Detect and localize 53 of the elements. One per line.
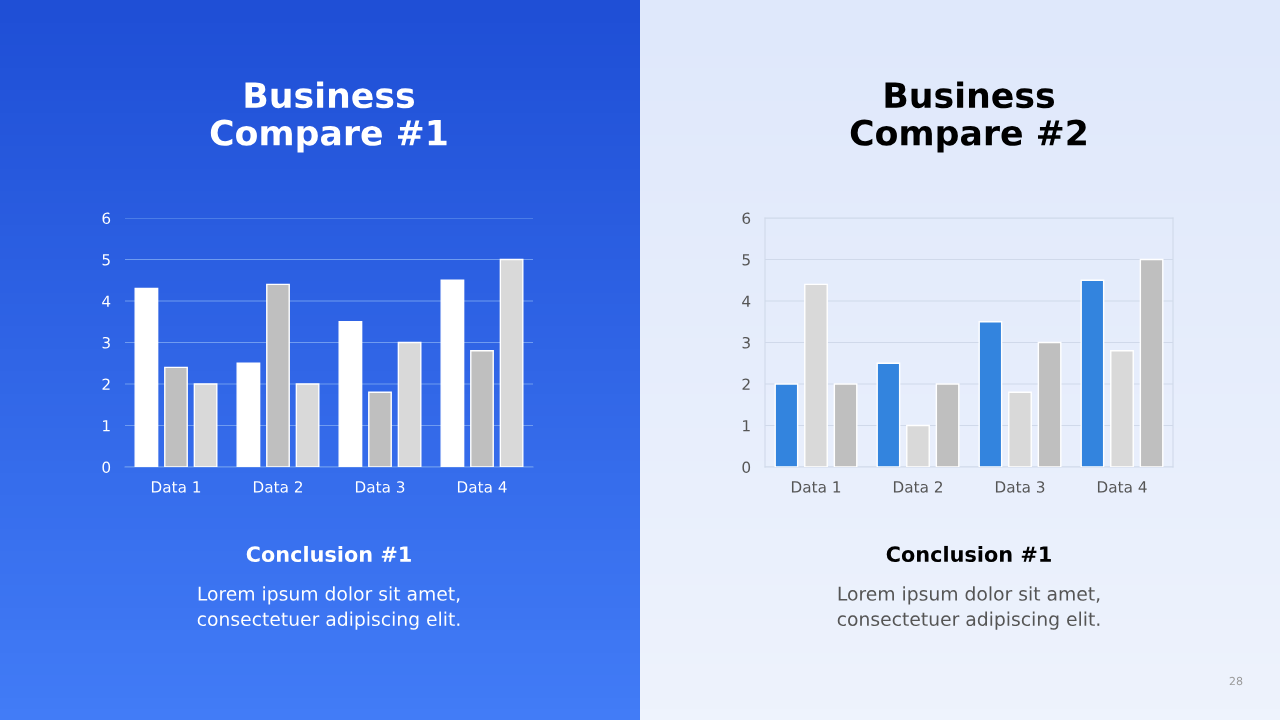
y-tick-label: 6 — [102, 212, 111, 225]
bar — [1110, 350, 1134, 467]
y-tick-label: 0 — [102, 461, 111, 474]
bar — [774, 383, 799, 467]
text: Lorem ipsum dolor sit amet, consectetuer adipiscing elit. — [837, 586, 1100, 630]
y-tick-label: 5 — [102, 254, 110, 266]
y-tick-label: 2 — [102, 378, 110, 390]
y-tick-label: 2 — [742, 378, 750, 390]
chart-title: Business Compare #2 — [850, 81, 1086, 153]
bar — [236, 362, 261, 467]
text: Lorem ipsum dolor sit amet, consectetuer adipiscing elit. — [197, 586, 460, 630]
y-tick-label: 4 — [102, 295, 111, 307]
bar — [906, 424, 930, 467]
bar — [499, 258, 524, 467]
bar — [193, 383, 218, 467]
bar — [470, 350, 494, 467]
bar — [266, 283, 290, 467]
bar — [368, 391, 392, 467]
bar — [164, 366, 188, 467]
y-tick-label: 5 — [742, 254, 750, 266]
x-tick-label: Data 4 — [457, 481, 507, 493]
bar — [804, 283, 828, 467]
bar — [134, 287, 159, 467]
y-tick-label: 6 — [742, 212, 751, 225]
bar — [935, 383, 960, 467]
bar — [1008, 391, 1032, 467]
x-tick-label: Data 2 — [893, 481, 942, 493]
bar — [1037, 341, 1062, 467]
x-tick-label: Data 3 — [355, 481, 405, 493]
bar — [978, 321, 1003, 467]
text: Conclusion #1 — [886, 545, 1051, 563]
bar — [338, 321, 363, 467]
bar — [833, 383, 858, 467]
y-tick-label: 4 — [742, 295, 751, 307]
y-tick-label: 3 — [742, 336, 750, 349]
bar — [397, 341, 422, 467]
bar — [440, 279, 465, 467]
bar — [1080, 279, 1105, 467]
x-tick-label: Data 1 — [151, 481, 201, 493]
x-tick-label: Data 2 — [253, 481, 302, 493]
y-tick-label: 3 — [102, 336, 110, 349]
x-tick-label: Data 3 — [995, 481, 1045, 493]
x-tick-label: Data 4 — [1097, 481, 1147, 493]
text: Conclusion #1 — [246, 545, 411, 563]
y-tick-label: 1 — [103, 420, 110, 432]
chart-title: Business Compare #1 — [210, 81, 447, 153]
bar — [876, 362, 901, 467]
y-tick-label: 1 — [743, 420, 750, 432]
x-tick-label: Data 1 — [791, 481, 841, 493]
bar — [1139, 258, 1164, 467]
text: 28 — [1229, 676, 1243, 686]
y-tick-label: 0 — [742, 461, 751, 474]
bar — [295, 383, 320, 467]
